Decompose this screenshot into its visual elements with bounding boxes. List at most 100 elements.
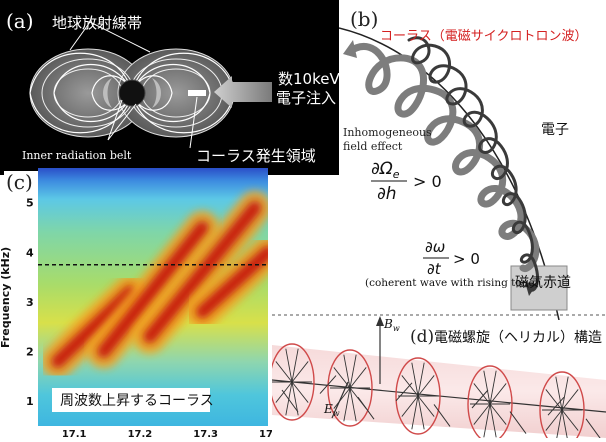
field-vector — [349, 387, 357, 422]
field-vector — [547, 396, 565, 416]
field-vector — [417, 362, 425, 397]
field-vector — [285, 381, 293, 416]
panel-d-label: (d) — [410, 327, 434, 347]
field-vector — [585, 418, 603, 442]
electron-label: 電子 — [541, 122, 569, 138]
field-vector — [555, 376, 563, 411]
chorus-region-label: コーラス発生領域 — [196, 147, 316, 165]
rising-tone-element — [195, 245, 268, 319]
y-tick-label: 4 — [26, 246, 34, 259]
inner-belt-left — [103, 78, 112, 108]
panel-a-radiation-belt: (a) 地球放射線帯 数10keV 電子注入 Inner radiation b… — [0, 0, 340, 175]
x-tick-label: 17.1 — [62, 429, 87, 438]
field-vector — [411, 395, 419, 430]
panel-c-label-bg — [4, 171, 38, 193]
earth — [118, 79, 146, 107]
cond2-inequality: > 0 — [453, 250, 480, 268]
bw-arrow-head — [376, 316, 384, 326]
field-vector — [545, 389, 563, 411]
field-vector — [275, 361, 293, 383]
spectrogram-caption: 周波数上昇するコーラス — [60, 393, 214, 409]
cond1-subscript: e — [393, 168, 400, 181]
panel-a-label: (a) — [6, 9, 34, 33]
field-vector — [509, 411, 527, 434]
field-vector — [483, 370, 491, 405]
field-vector — [433, 404, 451, 427]
y-axis-label: Frequency (kHz) — [0, 247, 12, 348]
electron-trajectory — [407, 36, 539, 292]
helix-ring — [467, 365, 513, 442]
field-vector — [417, 375, 435, 397]
inner-belt-right — [152, 78, 161, 108]
chorus-wave-title: コーラス（電磁サイクロトロン波） — [380, 29, 587, 44]
injection-energy: 数10keV — [278, 70, 339, 88]
field-vector — [291, 361, 309, 383]
gyrofrequency-gradient-condition: ∂Ωe ∂h > 0 — [371, 159, 442, 204]
cond1-denominator: ∂h — [377, 184, 397, 204]
panel-c-spectrogram: Frequency (kHz) 周波数上昇するコーラス 1 2 3 4 5 17.1 17… — [0, 168, 284, 440]
field-vector — [343, 354, 351, 389]
magnetic-equator-label: 磁気赤道 — [515, 275, 571, 291]
injection-label: 電子注入 — [276, 89, 336, 107]
spectrogram-plot-area: 周波数上昇するコーラス — [38, 168, 268, 426]
field-vector — [473, 383, 491, 405]
rising-tone-element — [97, 221, 209, 359]
chorus-spectrogram: Frequency (kHz) 周波数上昇するコーラス 1 2 3 4 5 17.1 17… — [0, 168, 284, 440]
helix-tube — [272, 345, 606, 438]
field-vector — [489, 383, 507, 405]
x-tick-label: 17.2 — [128, 429, 153, 438]
helical-structure-title: 電磁螺旋（ヘリカル）構造 — [434, 330, 602, 346]
equator-box — [510, 265, 568, 311]
field-vector — [395, 382, 413, 402]
x-tick-label: 17.3 — [193, 429, 218, 438]
field-vector — [489, 403, 497, 438]
inhomogeneous-label: Inhomogeneous — [343, 126, 432, 139]
cond2-denominator: ∂t — [427, 260, 442, 278]
field-vector — [291, 381, 299, 416]
helical-field-diagram: Bw Ew (d) 電磁螺旋（ヘリカル）構造 — [269, 314, 606, 442]
field-vector — [489, 370, 497, 405]
bw-label: Bw — [383, 317, 400, 333]
field-vector — [285, 348, 293, 383]
wave-particle-diagram: (b) コーラス（電磁サイクロトロン波） 電子 Inhomogeneous fi… — [338, 7, 587, 321]
rising-tone-element — [51, 285, 137, 368]
field-vector — [357, 396, 375, 420]
inner-belt-label: Inner radiation belt — [22, 149, 132, 162]
field-vector — [417, 395, 425, 430]
field-vector — [349, 367, 367, 389]
field-vector — [471, 389, 489, 409]
y-tick-label: 2 — [26, 346, 34, 359]
panel-b-wave-particle: (b) コーラス（電磁サイクロトロン波） 電子 Inhomogeneous fi… — [338, 0, 606, 321]
field-vector — [473, 403, 491, 425]
ew-axis — [331, 381, 349, 419]
wave-arrow-head — [343, 40, 357, 58]
helix-ring — [327, 349, 373, 427]
cond1-inequality: > 0 — [413, 172, 442, 191]
field-vector — [291, 381, 309, 403]
rising-tone-elements — [40, 190, 268, 379]
y-tick-label: 3 — [26, 296, 34, 309]
caption-box — [52, 388, 210, 412]
radiation-belt-diagram: (a) 地球放射線帯 数10keV 電子注入 Inner radiation b… — [6, 9, 340, 165]
panel-d-helical-structure: Bw Ew (d) 電磁螺旋（ヘリカル）構造 — [269, 300, 606, 442]
y-tick-label: 1 — [26, 395, 34, 408]
field-vector — [349, 354, 357, 389]
y-tick-label: 5 — [26, 197, 34, 210]
field-vector — [291, 348, 299, 383]
ew-label: Ew — [323, 402, 340, 418]
field-vector — [561, 409, 579, 431]
chorus-region-marker — [188, 90, 206, 96]
panel-c-label: (c) — [6, 170, 33, 194]
field-effect-label: field effect — [343, 140, 403, 153]
field-vector — [483, 403, 491, 438]
helix-ring — [395, 357, 441, 435]
svg-text:∂Ωe: ∂Ωe — [371, 159, 400, 181]
field-vector — [281, 389, 299, 413]
field-vector — [561, 376, 569, 411]
injection-arrow — [214, 76, 272, 108]
field-vector — [561, 389, 579, 411]
field-vector — [319, 375, 337, 394]
field-vector — [343, 387, 351, 422]
helix-rings — [269, 343, 603, 442]
field-vector — [333, 387, 351, 409]
